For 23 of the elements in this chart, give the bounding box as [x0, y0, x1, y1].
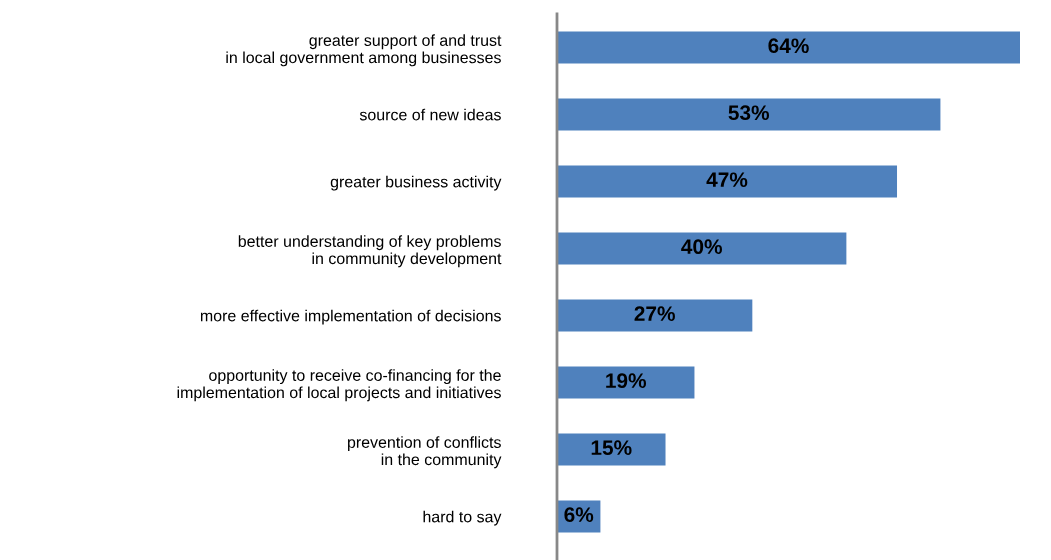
y-tick-label: greater support of and trust in local government among businesses	[226, 34, 502, 67]
data-label: 6%	[564, 507, 594, 523]
data-label: 15%	[591, 440, 632, 456]
bar	[557, 299, 753, 332]
bar	[557, 232, 847, 265]
y-tick-label: better understanding of key problems in community development	[238, 235, 502, 268]
y-tick-label: greater business activity	[330, 175, 502, 191]
data-label: 19%	[606, 373, 647, 389]
data-label: 64%	[768, 38, 809, 54]
y-tick-label: source of new ideas	[359, 108, 501, 121]
y-tick-label: prevention of conflicts in the community	[348, 436, 502, 469]
bar	[557, 366, 695, 399]
data-label: 53%	[728, 105, 770, 121]
data-label: 47%	[706, 172, 748, 188]
bar	[557, 31, 1020, 64]
y-tick-label: hard to say	[423, 510, 502, 526]
data-label: 40%	[681, 239, 722, 255]
bar	[557, 433, 666, 466]
bar	[557, 165, 898, 198]
y-tick-label: opportunity to receive co-financing for the implementation of local projects and initiatives	[177, 369, 501, 402]
data-label: 27%	[634, 306, 675, 322]
bar	[557, 98, 941, 131]
y-tick-label: more effective implementation of decisions	[200, 309, 501, 325]
